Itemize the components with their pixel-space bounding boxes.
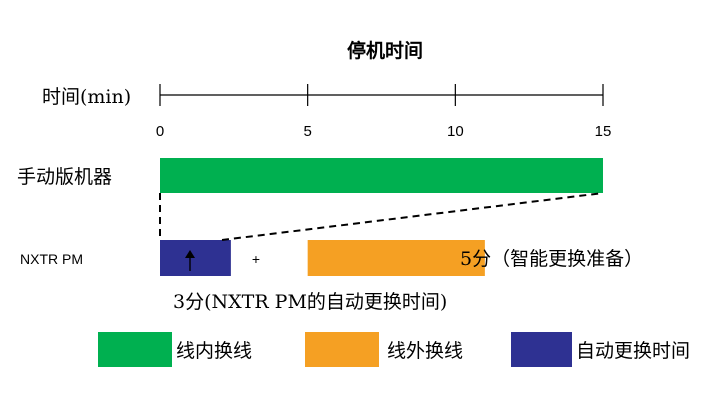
legend-label-auto-change: 自动更换时间 [576,340,690,362]
arrow-up-icon [185,250,195,258]
bar-line-inside [160,158,603,193]
tick-label: 0 [156,123,164,140]
legend-swatch-line-inside [98,332,172,367]
bars [160,158,603,276]
legend-swatch-auto-change [511,332,572,367]
row-label-nxtr: NXTR PM [20,251,83,267]
legend-label-line-outside: 线外换线 [387,340,463,362]
tick-label: 10 [447,123,464,140]
bar-line-outside [307,240,485,276]
legend-label-line-inside: 线内换线 [176,340,252,362]
row-label-manual: 手动版机器 [17,166,112,188]
x-axis-label: 时间(min) [42,86,131,108]
bar-auto-change [160,240,231,276]
chart-title: 停机时间 [347,39,423,62]
plus-sign: + [252,251,260,267]
x-axis-ticks: 0 5 10 15 [156,84,612,140]
legend: 线内换线 线外换线 自动更换时间 [98,332,690,367]
tick-label: 5 [303,123,311,140]
legend-swatch-line-outside [305,332,379,367]
tick-label: 15 [595,123,612,140]
zoom-line-right [221,192,604,241]
auto-change-note: 3分(NXTR PM的自动更换时间) [173,291,447,313]
prep-note: 5分（智能更换准备） [460,248,643,270]
